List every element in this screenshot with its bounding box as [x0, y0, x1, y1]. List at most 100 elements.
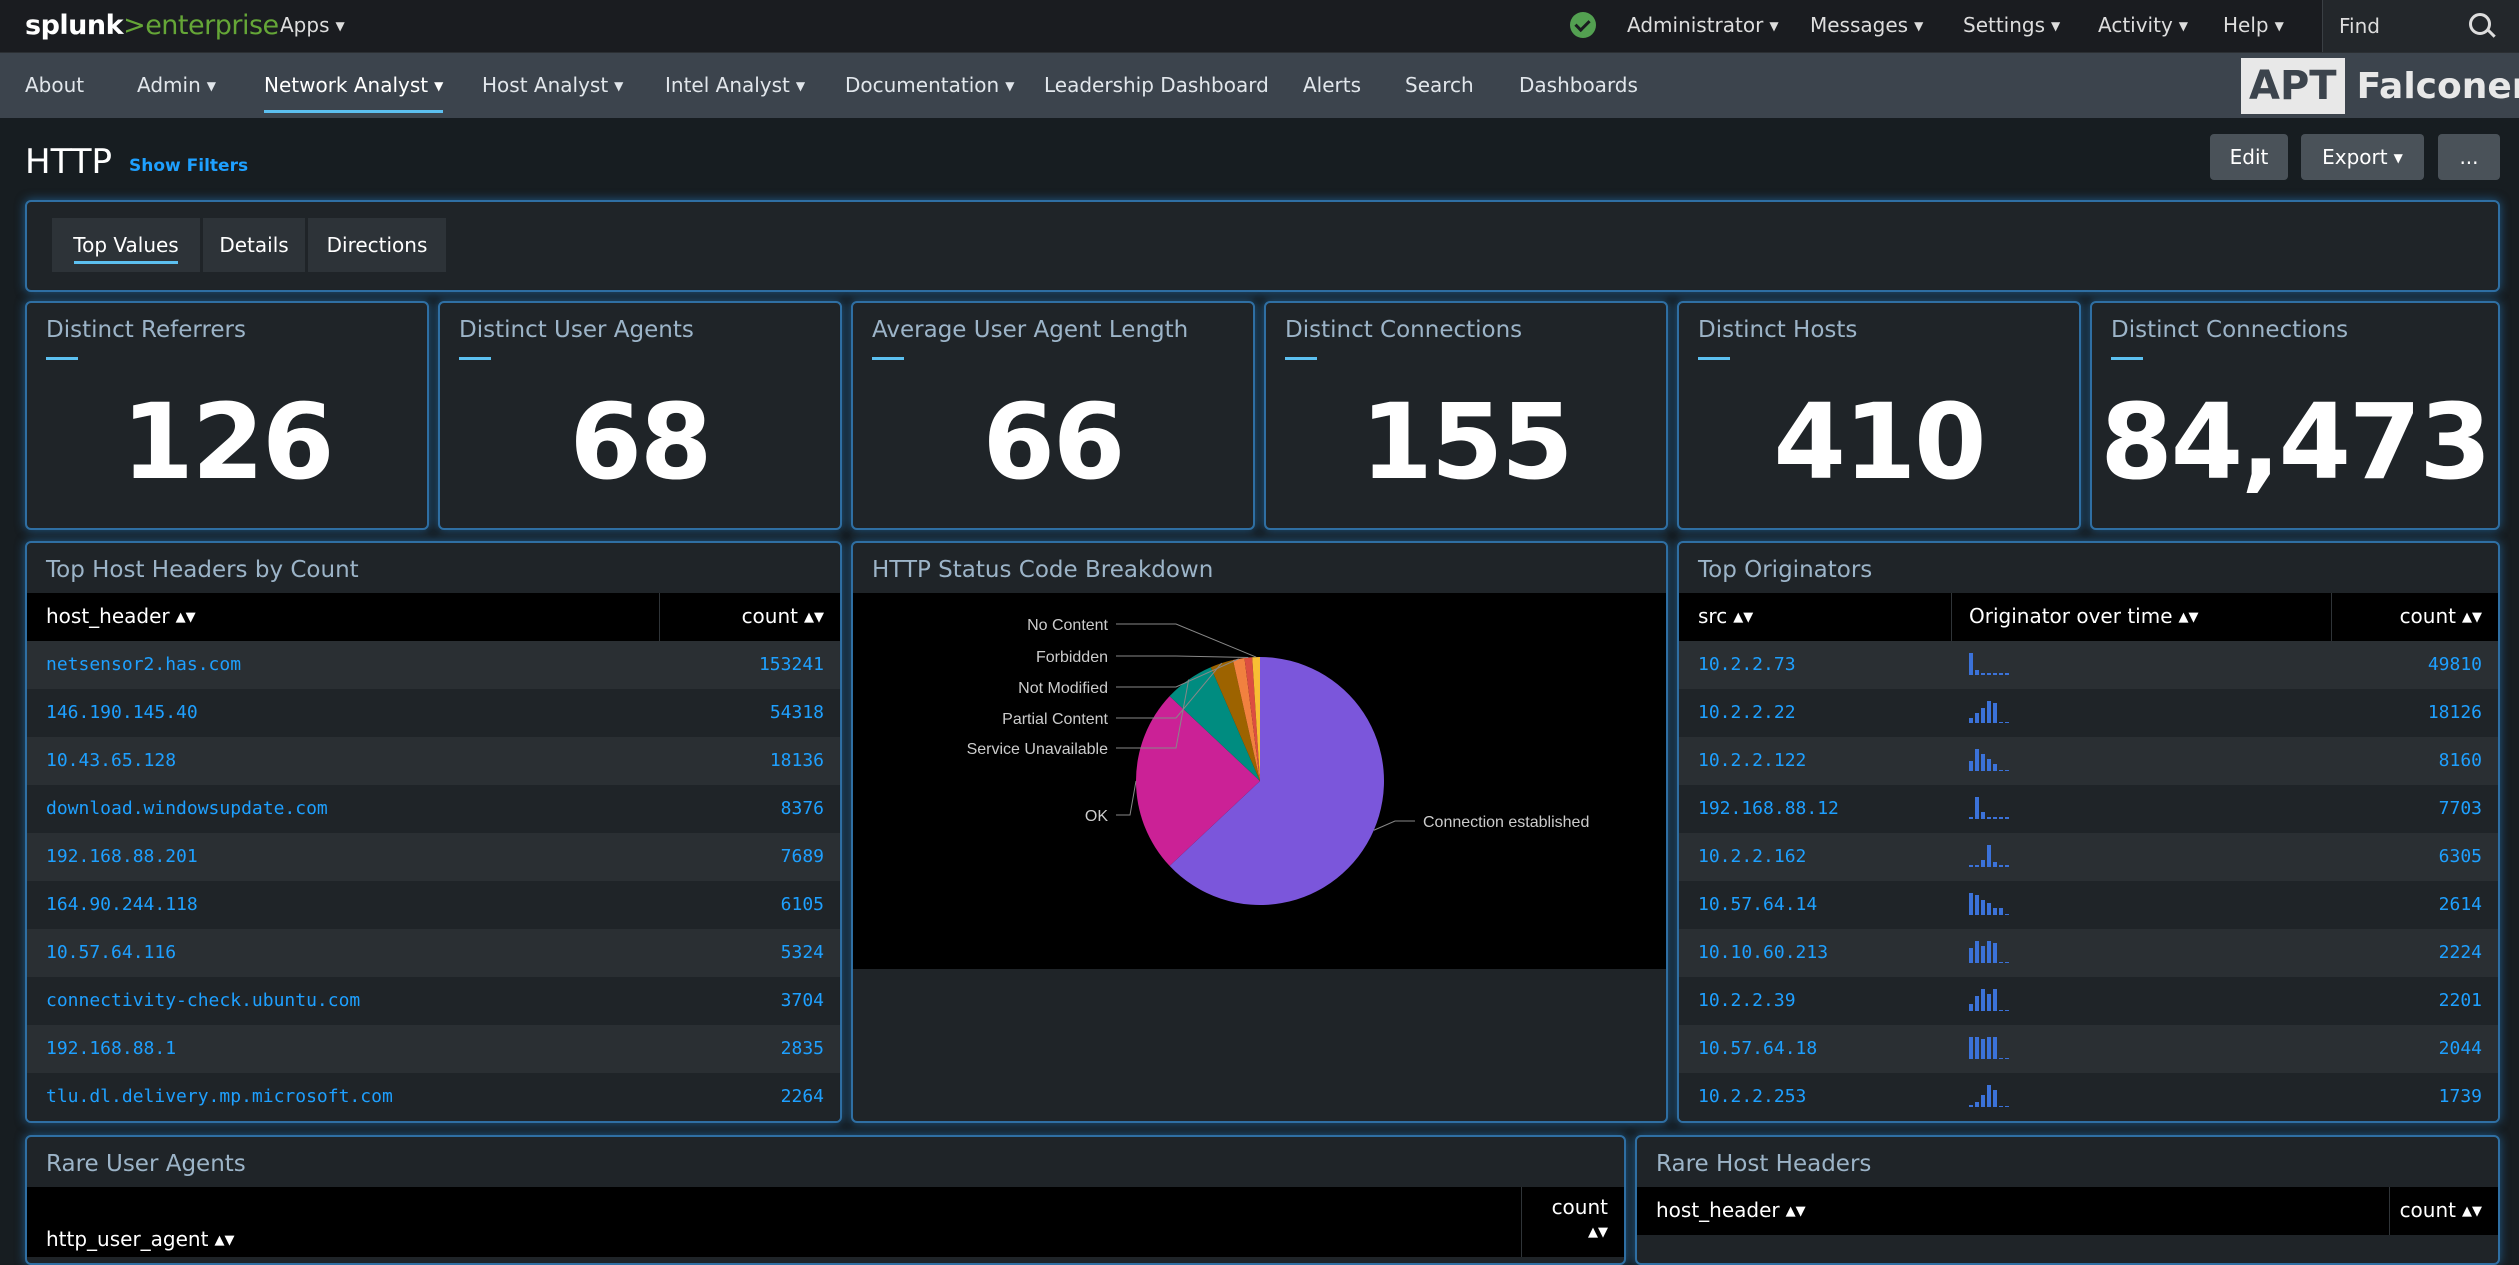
src-cell[interactable]: 10.57.64.18 — [1698, 1038, 1818, 1059]
column-header-count[interactable]: count ▲▼ — [2399, 604, 2482, 628]
column-header-host-header[interactable]: host_header ▲▼ — [1656, 1198, 1806, 1222]
table-row[interactable]: 10.2.2.39 2201 — [1679, 977, 2498, 1025]
table-row[interactable]: 10.2.2.73 49810 — [1679, 641, 2498, 689]
settings-menu[interactable]: Settings ▼ — [1963, 13, 2061, 37]
help-menu[interactable]: Help ▼ — [2223, 13, 2284, 37]
table-row[interactable]: connectivity-check.ubuntu.com 3704 — [27, 977, 840, 1025]
administrator-menu[interactable]: Administrator ▼ — [1627, 13, 1779, 37]
column-header-http-user-agent[interactable]: http_user_agent ▲▼ — [46, 1227, 235, 1251]
host-header-cell[interactable]: 10.43.65.128 — [46, 750, 177, 771]
host-header-cell[interactable]: tlu.dl.delivery.mp.microsoft.com — [46, 1086, 393, 1107]
nav-admin[interactable]: Admin ▼ — [137, 73, 216, 97]
count-cell[interactable]: 8160 — [2438, 750, 2482, 771]
src-cell[interactable]: 10.2.2.122 — [1698, 750, 1807, 771]
count-cell[interactable]: 2264 — [780, 1086, 824, 1107]
count-cell[interactable]: 2224 — [2438, 942, 2482, 963]
edit-button[interactable]: Edit — [2210, 134, 2288, 180]
host-header-cell[interactable]: 10.57.64.116 — [46, 942, 177, 963]
nav-dashboards[interactable]: Dashboards — [1519, 73, 1638, 97]
host-header-cell[interactable]: 146.190.145.40 — [46, 702, 198, 723]
table-row[interactable]: 192.168.88.12 7703 — [1679, 785, 2498, 833]
pie-slice[interactable] — [1169, 667, 1260, 781]
src-cell[interactable]: 10.10.60.213 — [1698, 942, 1829, 963]
table-row[interactable]: tlu.dl.delivery.mp.microsoft.com 2264 — [27, 1073, 840, 1121]
table-row[interactable]: 10.10.60.213 2224 — [1679, 929, 2498, 977]
count-cell[interactable]: 8376 — [780, 798, 824, 819]
table-row[interactable]: download.windowsupdate.com 8376 — [27, 785, 840, 833]
find-input[interactable]: Find — [2322, 0, 2519, 52]
table-row[interactable]: 146.190.145.40 54318 — [27, 689, 840, 737]
nav-network-analyst[interactable]: Network Analyst ▼ — [264, 73, 444, 113]
count-cell[interactable]: 1739 — [2438, 1086, 2482, 1107]
table-row[interactable]: 164.90.244.118 6105 — [27, 881, 840, 929]
count-cell[interactable]: 18126 — [2427, 702, 2482, 723]
host-header-cell[interactable]: 164.90.244.118 — [46, 894, 198, 915]
messages-menu[interactable]: Messages ▼ — [1810, 13, 1924, 37]
count-cell[interactable]: 2044 — [2438, 1038, 2482, 1059]
host-header-cell[interactable]: netsensor2.has.com — [46, 654, 242, 675]
nav-alerts[interactable]: Alerts — [1303, 73, 1362, 97]
table-row[interactable]: 192.168.88.201 7689 — [27, 833, 840, 881]
column-header-count[interactable]: count ▲▼ — [1551, 1195, 1608, 1240]
table-row[interactable]: 192.168.88.1 2835 — [27, 1025, 840, 1073]
nav-host-analyst[interactable]: Host Analyst ▼ — [482, 73, 624, 97]
activity-menu[interactable]: Activity ▼ — [2098, 13, 2189, 37]
count-cell[interactable]: 7703 — [2438, 798, 2482, 819]
splunk-logo[interactable]: splunk>enterprise — [25, 10, 279, 41]
count-cell[interactable]: 2835 — [780, 1038, 824, 1059]
pie-slice[interactable] — [1252, 657, 1260, 781]
column-header-host-header[interactable]: host_header ▲▼ — [46, 604, 196, 628]
table-row[interactable]: 10.43.65.128 18136 — [27, 737, 840, 785]
more-actions-button[interactable]: ... — [2438, 134, 2500, 180]
nav-documentation[interactable]: Documentation ▼ — [845, 73, 1015, 97]
nav-search[interactable]: Search — [1405, 73, 1474, 97]
count-cell[interactable]: 3704 — [780, 990, 824, 1011]
search-icon[interactable] — [2469, 13, 2491, 35]
table-row[interactable]: 10.2.2.22 18126 — [1679, 689, 2498, 737]
host-header-cell[interactable]: 192.168.88.1 — [46, 1038, 177, 1059]
export-button[interactable]: Export ▼ — [2301, 134, 2424, 180]
host-header-cell[interactable]: connectivity-check.ubuntu.com — [46, 990, 361, 1011]
host-header-cell[interactable]: 192.168.88.201 — [46, 846, 198, 867]
pie-slice[interactable] — [1210, 659, 1260, 781]
column-header-count[interactable]: count ▲▼ — [741, 604, 824, 628]
table-row[interactable]: 10.57.64.14 2614 — [1679, 881, 2498, 929]
count-cell[interactable]: 6305 — [2438, 846, 2482, 867]
count-cell[interactable]: 6105 — [780, 894, 824, 915]
pie-slice[interactable] — [1136, 696, 1260, 866]
count-cell[interactable]: 153241 — [758, 654, 824, 675]
apps-menu[interactable]: Apps ▼ — [280, 13, 345, 37]
src-cell[interactable]: 10.2.2.253 — [1698, 1086, 1807, 1107]
table-row[interactable]: netsensor2.has.com 153241 — [27, 641, 840, 689]
pie-slice[interactable] — [1169, 657, 1384, 905]
nav-intel-analyst[interactable]: Intel Analyst ▼ — [665, 73, 806, 97]
health-status-icon[interactable] — [1570, 12, 1596, 38]
table-row[interactable]: 10.2.2.253 1739 — [1679, 1073, 2498, 1121]
nav-about[interactable]: About — [25, 73, 85, 97]
src-cell[interactable]: 192.168.88.12 — [1698, 798, 1839, 819]
table-row[interactable]: 10.57.64.116 5324 — [27, 929, 840, 977]
show-filters-link[interactable]: Show Filters — [129, 156, 249, 176]
tab-details[interactable]: Details — [203, 218, 305, 272]
tab-directions[interactable]: Directions — [308, 218, 446, 272]
count-cell[interactable]: 7689 — [780, 846, 824, 867]
table-row[interactable]: 10.57.64.18 2044 — [1679, 1025, 2498, 1073]
tab-top-values[interactable]: Top Values — [52, 218, 200, 272]
pie-slice[interactable] — [1244, 657, 1260, 781]
count-cell[interactable]: 2201 — [2438, 990, 2482, 1011]
host-header-cell[interactable]: download.windowsupdate.com — [46, 798, 328, 819]
count-cell[interactable]: 5324 — [780, 942, 824, 963]
count-cell[interactable]: 2614 — [2438, 894, 2482, 915]
column-header-src[interactable]: src ▲▼ — [1698, 604, 1754, 628]
table-row[interactable]: 10.2.2.122 8160 — [1679, 737, 2498, 785]
src-cell[interactable]: 10.2.2.162 — [1698, 846, 1807, 867]
count-cell[interactable]: 18136 — [769, 750, 824, 771]
nav-leadership-dashboard[interactable]: Leadership Dashboard — [1044, 73, 1269, 97]
pie-slice[interactable] — [1232, 657, 1260, 781]
src-cell[interactable]: 10.2.2.73 — [1698, 654, 1796, 675]
column-header-originator-over-time[interactable]: Originator over time ▲▼ — [1969, 604, 2199, 628]
src-cell[interactable]: 10.57.64.14 — [1698, 894, 1818, 915]
column-header-count[interactable]: count ▲▼ — [2399, 1198, 2482, 1222]
table-row[interactable]: 10.2.2.162 6305 — [1679, 833, 2498, 881]
src-cell[interactable]: 10.2.2.39 — [1698, 990, 1796, 1011]
